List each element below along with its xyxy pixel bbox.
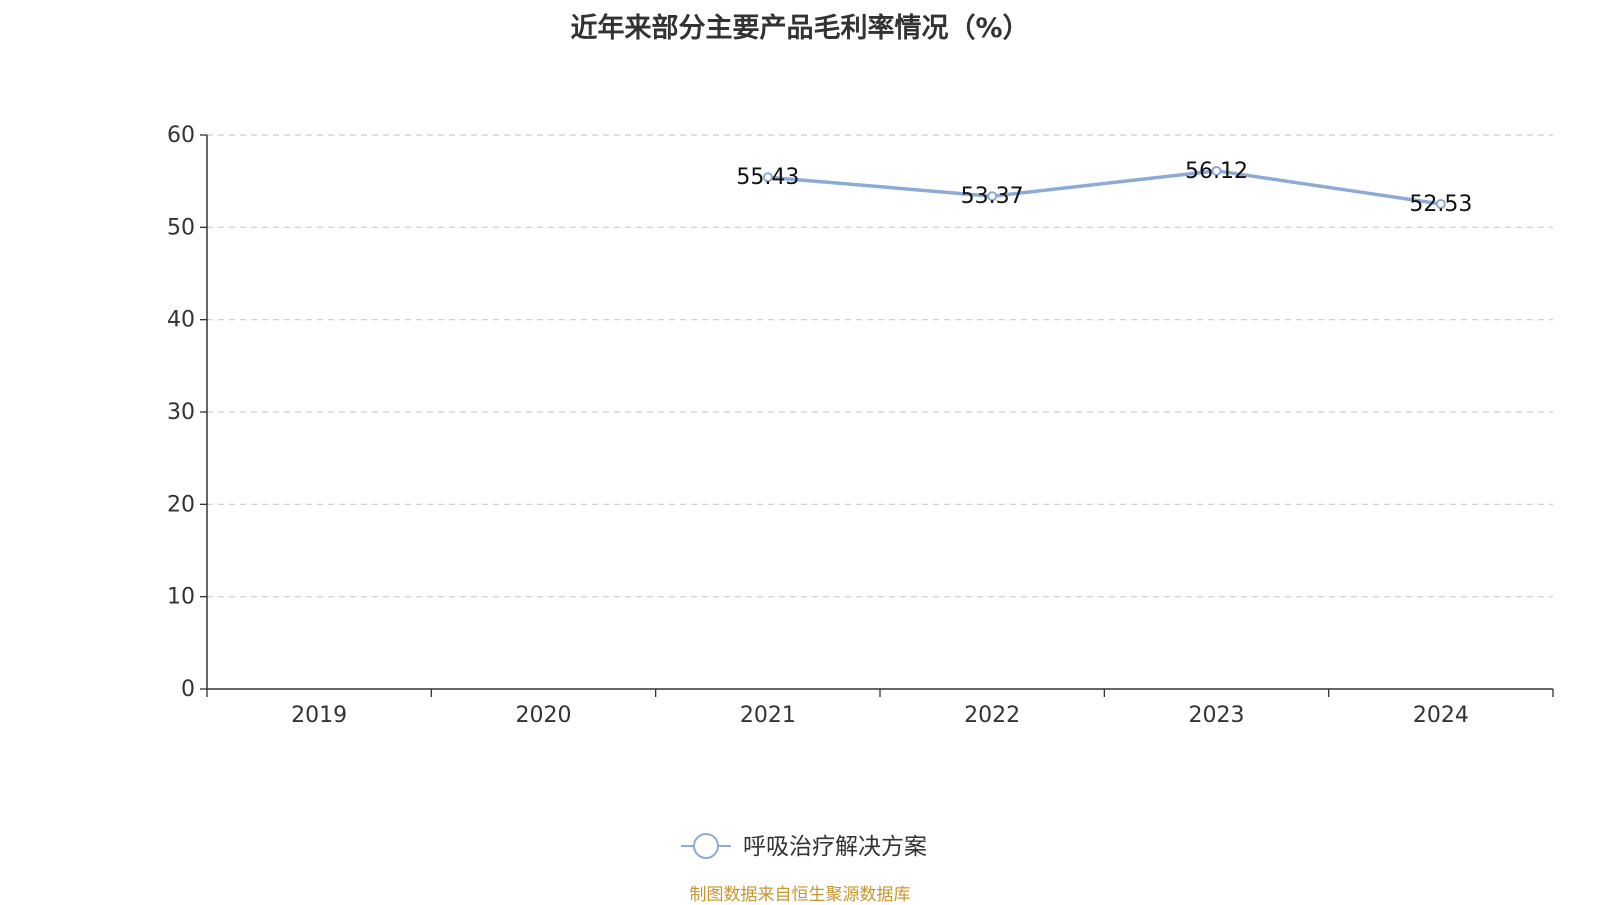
y-tick-label-0: 0 xyxy=(181,677,195,702)
axes: 0 10 20 30 40 50 60 2019 2020 2021 2022 2023 2024 xyxy=(167,123,1554,728)
legend-label-0[interactable]: 呼吸治疗解决方案 xyxy=(743,834,927,860)
data-label-2024: 52.53 xyxy=(1409,192,1472,217)
legend-marker-0[interactable] xyxy=(693,833,719,859)
source-note: 制图数据来自恒生聚源数据库 xyxy=(689,885,911,905)
grid-lines xyxy=(207,134,1553,598)
x-tick-label-2020: 2020 xyxy=(516,703,572,728)
series-line-0 xyxy=(767,169,1442,206)
y-tick-label-30: 30 xyxy=(167,400,195,425)
legend[interactable]: 呼吸治疗解决方案 xyxy=(681,833,927,860)
x-tick-label-2023: 2023 xyxy=(1189,703,1245,728)
x-tick-label-2024: 2024 xyxy=(1413,703,1469,728)
x-tick-label-2019: 2019 xyxy=(291,703,347,728)
data-point-2023[interactable] xyxy=(1211,165,1222,176)
data-labels: 55.43 53.37 56.12 52.53 xyxy=(736,159,1472,217)
data-point-2024[interactable] xyxy=(1435,198,1446,209)
y-tick-label-40: 40 xyxy=(167,308,195,333)
y-tick-label-20: 20 xyxy=(167,492,195,517)
series-layer xyxy=(762,165,1446,209)
y-tick-label-50: 50 xyxy=(167,215,195,240)
y-tick-label-10: 10 xyxy=(167,585,195,610)
chart-title: 近年来部分主要产品毛利率情况（%） xyxy=(570,13,1030,44)
x-tick-label-2022: 2022 xyxy=(964,703,1020,728)
data-point-2022[interactable] xyxy=(987,191,998,202)
data-point-2021[interactable] xyxy=(762,172,773,183)
data-label-2022: 53.37 xyxy=(961,184,1024,209)
data-label-2023: 56.12 xyxy=(1185,159,1248,184)
data-label-2021: 55.43 xyxy=(736,165,799,190)
y-tick-label-60: 60 xyxy=(167,123,195,148)
x-tick-label-2021: 2021 xyxy=(740,703,796,728)
